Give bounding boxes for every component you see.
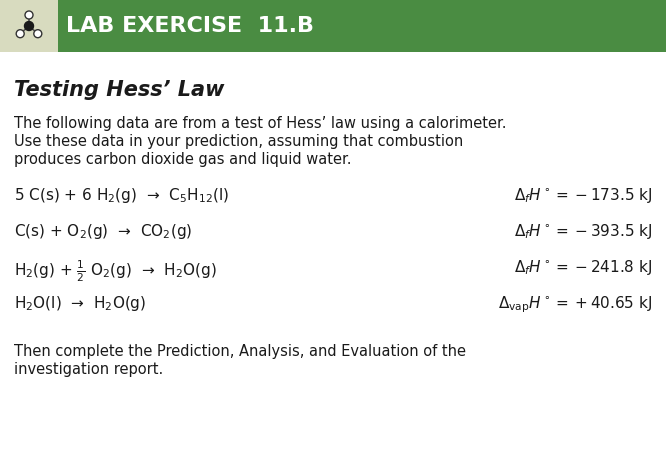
Bar [0, 0, 666, 52]
Text: 5 C(s) + 6 H$_2$(g)  →  C$_5$H$_{12}$(l): 5 C(s) + 6 H$_2$(g) → C$_5$H$_{12}$(l) [14, 186, 229, 205]
Circle shape [34, 30, 42, 38]
Circle shape [25, 11, 33, 19]
Text: Use these data in your prediction, assuming that combustion: Use these data in your prediction, assum… [14, 134, 464, 149]
Text: The following data are from a test of Hess’ law using a calorimeter.: The following data are from a test of He… [14, 116, 507, 131]
Text: $\Delta_f H^\circ = -393.5$ kJ: $\Delta_f H^\circ = -393.5$ kJ [513, 222, 652, 241]
Text: investigation report.: investigation report. [14, 362, 163, 377]
Text: produces carbon dioxide gas and liquid water.: produces carbon dioxide gas and liquid w… [14, 152, 352, 167]
Text: H$_2$(g) + $\frac{1}{2}$ O$_2$(g)  →  H$_2$O(g): H$_2$(g) + $\frac{1}{2}$ O$_2$(g) → H$_2… [14, 258, 216, 284]
Bar [0, 0, 58, 52]
Text: LAB EXERCISE  11.B: LAB EXERCISE 11.B [66, 16, 314, 36]
Text: Then complete the Prediction, Analysis, and Evaluation of the: Then complete the Prediction, Analysis, … [14, 344, 466, 359]
Circle shape [16, 30, 24, 38]
Text: $\Delta_\mathrm{vap} H^\circ = +40.65$ kJ: $\Delta_\mathrm{vap} H^\circ = +40.65$ k… [498, 294, 652, 315]
Text: C(s) + O$_2$(g)  →  CO$_2$(g): C(s) + O$_2$(g) → CO$_2$(g) [14, 222, 192, 241]
Text: $\Delta_f H^\circ = -173.5$ kJ: $\Delta_f H^\circ = -173.5$ kJ [513, 186, 652, 205]
Text: $\Delta_f H^\circ = -241.8$ kJ: $\Delta_f H^\circ = -241.8$ kJ [514, 258, 652, 277]
Circle shape [25, 21, 33, 30]
Text: Testing Hess’ Law: Testing Hess’ Law [14, 80, 224, 100]
Text: H$_2$O(l)  →  H$_2$O(g): H$_2$O(l) → H$_2$O(g) [14, 294, 147, 313]
